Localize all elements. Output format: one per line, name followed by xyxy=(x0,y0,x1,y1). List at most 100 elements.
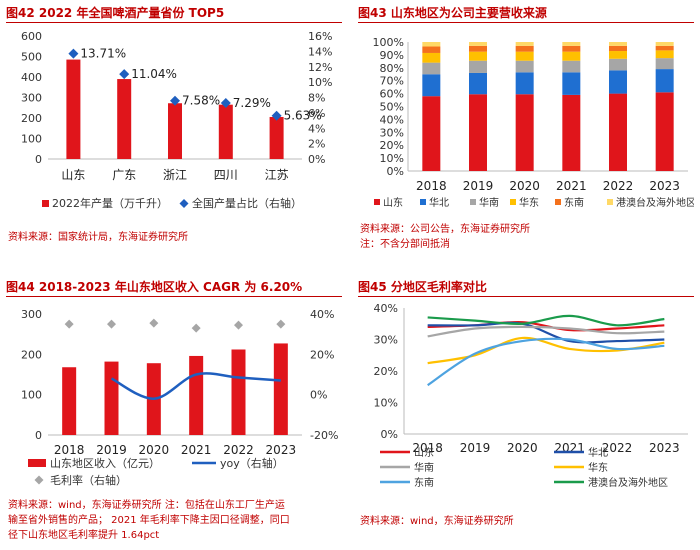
bar-segment xyxy=(655,50,674,59)
yoy-line xyxy=(110,372,281,400)
bar-segment xyxy=(655,92,674,171)
bar-segment xyxy=(422,42,441,47)
data-label: 13.71% xyxy=(80,47,126,61)
legend-label: 华东 xyxy=(588,461,608,474)
x-tick-label: 2023 xyxy=(649,179,680,193)
legend-label: 港澳台及海外地区 xyxy=(588,476,668,489)
y2-tick-label: 40% xyxy=(310,308,334,321)
x-tick-label: 2019 xyxy=(96,443,127,457)
y2-tick-label: -20% xyxy=(310,429,338,442)
bar-segment xyxy=(609,42,627,46)
panel-title: 图45 分地区毛利率对比 xyxy=(358,278,694,298)
legend-swatch xyxy=(179,199,189,208)
panel-fig44: 图44 2018-2023 年山东地区收入 CAGR 为 6.20% 0 100 2… xyxy=(6,278,342,548)
x-tick-label: 2018 xyxy=(416,179,447,193)
bar-segment xyxy=(469,60,487,73)
y-tick-label: 600 xyxy=(21,30,42,43)
y2-tick-label: 16% xyxy=(308,30,332,43)
bar-segment xyxy=(469,42,487,46)
x-tick-label: 2019 xyxy=(460,441,491,455)
series-line xyxy=(427,321,665,344)
y-tick-label: 10% xyxy=(380,152,404,165)
chart-fig45: 0%10%20%30%40%2018 2019 2020 2021 2022 2023山东… xyxy=(374,302,688,489)
chart-fig44: 0 100 200 300 -20% 0% 20% 40% 2018 2019 2020 2021 20… xyxy=(21,308,338,487)
legend-label: 华北 xyxy=(429,196,449,209)
panel-fig42: 图42 2022 年全国啤酒产量省份 TOP5 0 100 200 300 400 500… xyxy=(6,4,342,254)
y-tick-label: 20% xyxy=(374,365,398,378)
x-tick-label: 2022 xyxy=(602,441,633,455)
y-tick-label: 30% xyxy=(380,126,404,139)
x-tick-label: 2020 xyxy=(139,443,170,457)
y-tick-label: 300 xyxy=(21,92,42,105)
y2-tick-label: 4% xyxy=(308,122,325,135)
legend-label: 华北 xyxy=(588,446,608,459)
y2-tick-label: 12% xyxy=(308,61,332,74)
bar-segment xyxy=(562,60,581,73)
x-tick-label: 广东 xyxy=(112,168,136,182)
x-tick-label: 2023 xyxy=(649,441,680,455)
data-label: 11.04% xyxy=(131,67,177,81)
bar-segment xyxy=(515,51,534,61)
y-tick-label: 0% xyxy=(387,165,404,178)
bar-segment xyxy=(422,46,441,53)
data-label: 5.63% xyxy=(284,109,322,123)
y-tick-label: 40% xyxy=(374,302,398,315)
bar-segment xyxy=(562,42,581,46)
share-marker xyxy=(119,69,130,80)
legend-label: yoy（右轴） xyxy=(220,456,284,470)
legend-swatch xyxy=(555,199,561,205)
y-tick-label: 30% xyxy=(374,334,398,347)
source-note: 资料来源：国家统计局，东海证券研究所 xyxy=(8,232,188,243)
bar-segment xyxy=(609,70,627,94)
x-tick-label: 山东 xyxy=(61,168,85,182)
y-tick-label: 100 xyxy=(21,133,42,146)
bar-segment xyxy=(655,45,674,51)
bar xyxy=(66,59,81,160)
legend-label: 华南 xyxy=(414,461,434,474)
y-tick-label: 50% xyxy=(380,101,404,114)
x-tick-label: 浙江 xyxy=(163,168,187,182)
y-tick-label: 500 xyxy=(21,51,42,64)
y-tick-label: 0% xyxy=(381,428,398,441)
y-tick-label: 80% xyxy=(380,62,404,75)
legend-label: 东南 xyxy=(414,476,434,489)
x-tick-label: 2020 xyxy=(509,179,540,193)
bar-segment xyxy=(609,93,627,171)
share-marker xyxy=(271,110,282,121)
legend-label: 山东 xyxy=(383,196,403,209)
legend-label: 华南 xyxy=(479,196,499,209)
legend-swatch xyxy=(374,199,380,205)
source-note: 资料来源：公司公告，东海证券研究所 注：不含分部间抵消 xyxy=(360,222,530,252)
y-tick-label: 70% xyxy=(380,75,404,88)
y-tick-label: 10% xyxy=(374,397,398,410)
bar-segment xyxy=(469,72,487,95)
series-line xyxy=(427,337,665,387)
bar xyxy=(273,343,288,435)
y-tick-label: 90% xyxy=(380,49,404,62)
legend-swatch xyxy=(42,200,49,207)
bar-segment xyxy=(562,51,581,61)
margin-marker xyxy=(64,319,74,329)
y-tick-label: 100 xyxy=(21,389,42,402)
legend-swatch xyxy=(470,199,476,205)
bar-segment xyxy=(655,69,674,93)
y-tick-label: 40% xyxy=(380,113,404,126)
x-tick-label: 2019 xyxy=(463,179,494,193)
series-line xyxy=(427,314,665,327)
legend-swatch xyxy=(420,199,426,205)
margin-marker xyxy=(276,319,286,329)
bar-segment xyxy=(562,72,581,95)
y-tick-label: 20% xyxy=(380,139,404,152)
y2-tick-label: 8% xyxy=(308,92,325,105)
bar-segment xyxy=(469,45,487,52)
panel-title: 图44 2018-2023 年山东地区收入 CAGR 为 6.20% xyxy=(6,278,342,298)
y2-tick-label: 14% xyxy=(308,45,332,58)
legend-label: 港澳台及海外地区 xyxy=(616,196,694,209)
margin-marker xyxy=(107,319,116,329)
bar-segment xyxy=(609,58,627,71)
y2-tick-label: 20% xyxy=(310,348,334,361)
bar-segment xyxy=(562,45,581,52)
bar xyxy=(269,116,284,159)
bar-segment xyxy=(422,96,441,171)
x-tick-label: 四川 xyxy=(214,168,238,182)
